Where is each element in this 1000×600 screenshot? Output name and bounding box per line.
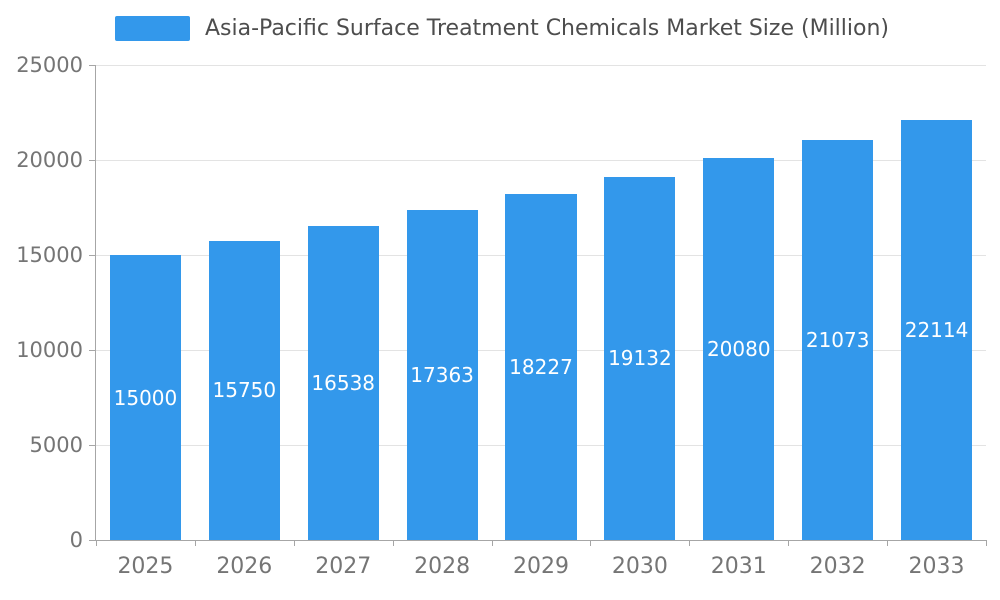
x-axis-tick-label: 2030 (611, 554, 668, 579)
bar-value-label: 15000 (113, 385, 178, 410)
x-axis-tick-label: 2027 (315, 554, 372, 579)
legend[interactable]: Asia-Pacific Surface Treatment Chemicals… (115, 16, 889, 41)
x-axis-tick (194, 540, 196, 546)
bar-value-label: 17363 (410, 363, 474, 388)
y-axis-tick (89, 349, 96, 351)
y-axis-tick-label: 0 (69, 528, 83, 552)
x-axis-tick (392, 540, 394, 546)
plot-area: 0 5000 10000 15000 20000 25000 15000 2025 15750 2… (16, 53, 987, 579)
y-axis-tick (89, 444, 96, 446)
x-axis-tick-label: 2025 (117, 554, 174, 579)
x-axis-tick-label: 2028 (414, 554, 471, 579)
bar-value-label: 20080 (706, 337, 771, 362)
y-axis-tick-label: 5000 (29, 433, 83, 457)
bar-2032: 21073 (802, 139, 874, 540)
y-axis-tick (89, 539, 96, 541)
y-axis-tick-label: 25000 (16, 53, 83, 77)
x-axis-tick-label: 2032 (809, 554, 866, 579)
bar-value-label: 18227 (509, 354, 573, 379)
legend-swatch[interactable] (115, 16, 190, 41)
y-axis-tick-label: 10000 (16, 338, 83, 362)
bar-2029: 18227 (505, 193, 577, 540)
bar-value-label: 15750 (212, 378, 277, 403)
bar-value-label: 19132 (608, 346, 672, 371)
x-axis-tick (886, 540, 888, 546)
x-axis-tick (95, 540, 97, 546)
bar-value-label: 21073 (805, 327, 870, 352)
y-axis-tick (89, 159, 96, 161)
bar-2027: 16538 (307, 225, 379, 540)
bar-2025: 15000 (109, 255, 182, 540)
x-axis-tick-label: 2026 (216, 554, 273, 579)
x-axis-tick-label: 2033 (908, 554, 965, 579)
y-axis-tick (89, 64, 96, 66)
bar-2033: 22114 (900, 119, 973, 540)
gridline (96, 159, 986, 161)
gridline (96, 64, 986, 66)
bar-value-label: 22114 (904, 317, 969, 342)
y-axis-tick (89, 254, 96, 256)
x-axis-tick-label: 2031 (710, 554, 767, 579)
bar-2031: 20080 (703, 158, 775, 540)
x-axis-tick (491, 540, 493, 546)
x-axis-tick (293, 540, 295, 546)
bar-2028: 17363 (406, 210, 478, 540)
x-axis-tick-label: 2029 (512, 554, 569, 579)
bar-value-label: 16538 (311, 370, 376, 395)
y-axis-tick-label: 15000 (16, 243, 83, 267)
x-axis-tick (787, 540, 789, 546)
y-axis-tick-label: 20000 (16, 148, 83, 172)
x-axis-tick (688, 540, 690, 546)
x-axis-tick (589, 540, 591, 546)
bar-2030: 19132 (604, 176, 676, 540)
chart-title: Asia-Pacific Surface Treatment Chemicals… (205, 16, 889, 41)
bar-2026: 15750 (208, 240, 280, 540)
x-axis-tick (985, 540, 987, 546)
